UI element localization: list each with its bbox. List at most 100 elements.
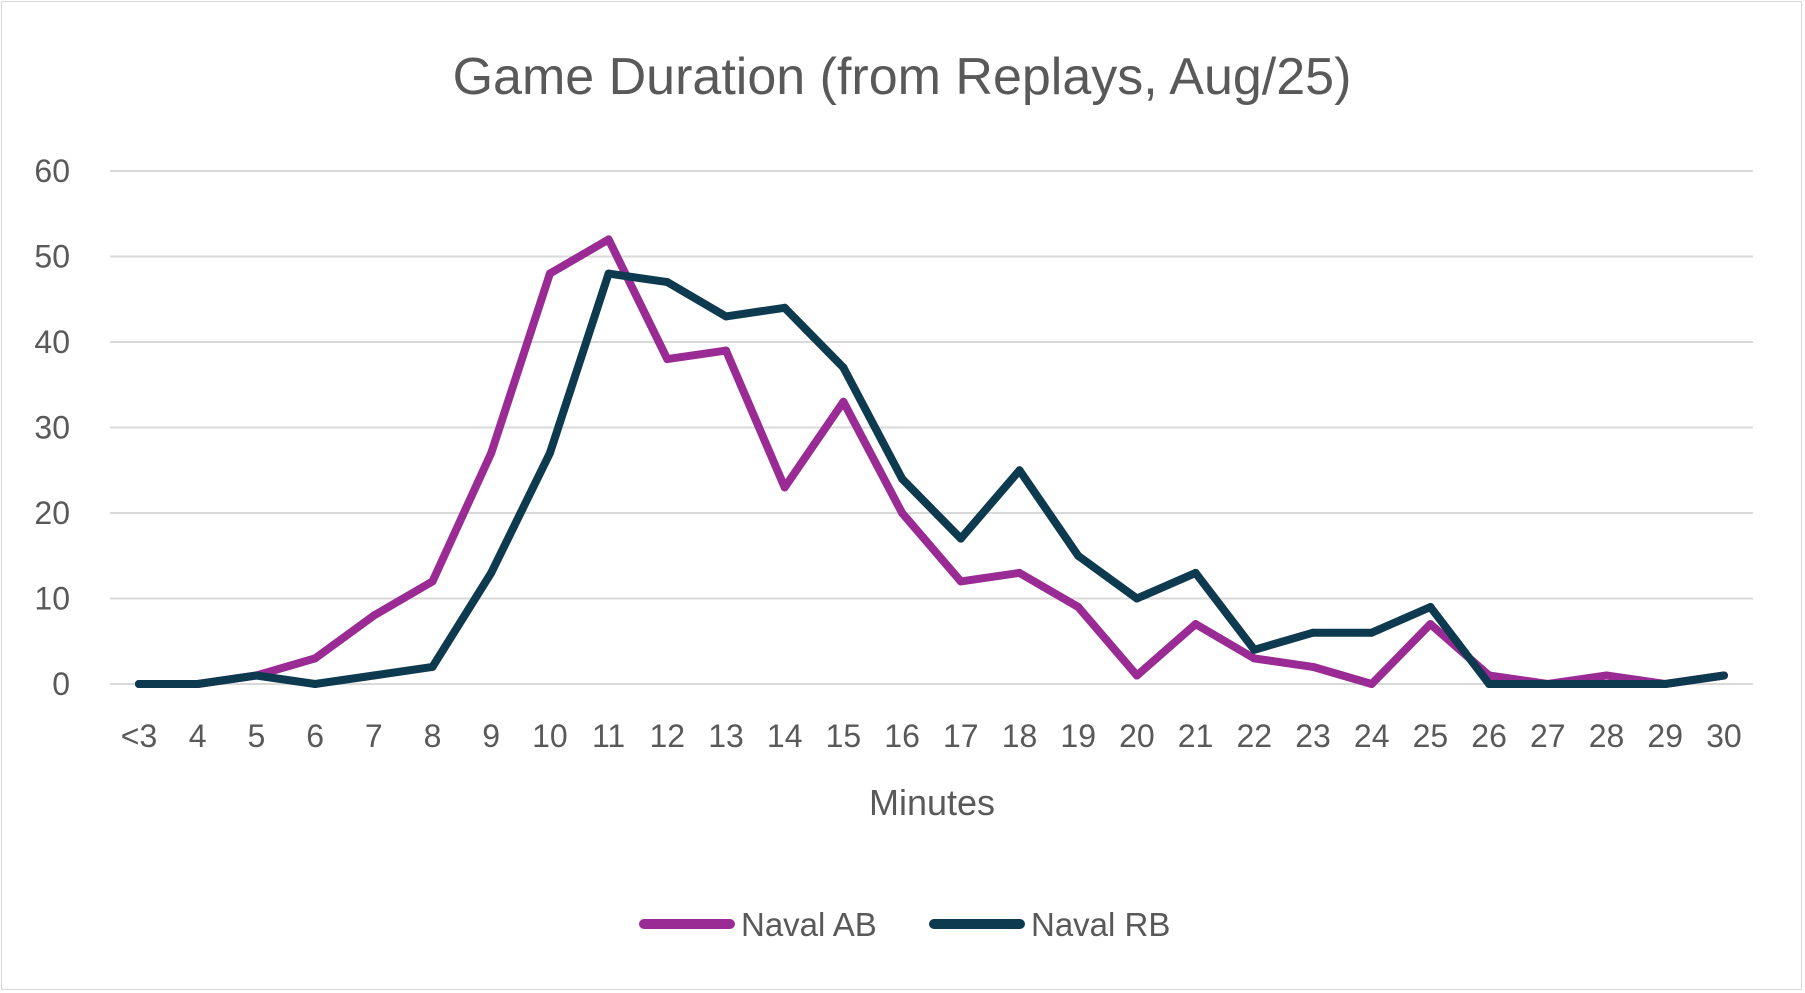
- data-point: [839, 397, 848, 406]
- data-point: [193, 680, 202, 688]
- data-point: [604, 269, 613, 278]
- data-point: [839, 363, 848, 372]
- y-tick-label: 20: [34, 495, 70, 531]
- data-point: [663, 278, 672, 287]
- data-point: [1309, 662, 1317, 671]
- data-point: [1132, 671, 1141, 680]
- data-point: [1426, 603, 1435, 611]
- data-point: [1074, 603, 1083, 611]
- x-tick-label: 5: [248, 718, 266, 754]
- data-point: [1074, 551, 1083, 560]
- x-tick-label: 26: [1471, 718, 1507, 754]
- data-point: [1309, 628, 1317, 637]
- series-1: [135, 235, 1728, 688]
- data-point: [1191, 568, 1200, 577]
- legend: Naval AB Naval RB: [639, 906, 1170, 943]
- x-tick-label: 20: [1119, 718, 1155, 754]
- y-tick-label: 30: [34, 410, 70, 446]
- data-point: [604, 235, 613, 244]
- legend-label: Naval AB: [741, 906, 877, 943]
- data-point: [722, 312, 730, 321]
- data-point: [311, 680, 320, 688]
- data-point: [1015, 568, 1024, 577]
- x-tick-label: 17: [943, 718, 979, 754]
- y-tick-label: 10: [34, 581, 70, 617]
- data-point: [780, 303, 789, 312]
- x-tick-label: 18: [1002, 718, 1038, 754]
- data-point: [1132, 594, 1141, 603]
- x-tick-label: 8: [424, 718, 442, 754]
- data-point: [1543, 680, 1552, 688]
- data-point: [780, 483, 789, 492]
- data-point: [956, 577, 965, 586]
- x-tick-label: 23: [1295, 718, 1331, 754]
- x-tick-label: 19: [1060, 718, 1096, 754]
- x-tick-label: 11: [592, 718, 625, 754]
- data-point: [1250, 645, 1259, 654]
- x-tick-label: 16: [884, 718, 920, 754]
- x-tick-label: 22: [1237, 718, 1273, 754]
- data-point: [545, 269, 554, 278]
- data-point: [1719, 671, 1728, 680]
- x-tick-label: 10: [532, 718, 568, 754]
- data-point: [1661, 680, 1670, 688]
- x-tick-label: 15: [826, 718, 862, 754]
- data-point: [722, 346, 730, 355]
- x-axis-tick-labels: <3 4 5 6 7 8 9 10 11 12 13 14 15 16 17 18 19 20 21 22 23 24 25…: [121, 718, 1742, 754]
- data-point: [1602, 680, 1611, 688]
- legend-item: Naval RB: [929, 906, 1170, 943]
- x-tick-label: 12: [650, 718, 686, 754]
- y-tick-label: 0: [52, 666, 70, 702]
- data-point: [487, 568, 496, 577]
- data-point: [428, 662, 437, 671]
- x-tick-label: <3: [121, 718, 157, 754]
- x-tick-label: 24: [1354, 718, 1390, 754]
- x-tick-label: 13: [708, 718, 744, 754]
- data-point: [1191, 620, 1200, 629]
- data-point: [1426, 620, 1435, 629]
- x-tick-label: 28: [1589, 718, 1625, 754]
- data-point: [956, 534, 965, 543]
- x-tick-label: 6: [306, 718, 324, 754]
- data-point: [487, 449, 496, 458]
- data-point: [311, 654, 320, 663]
- x-tick-label: 7: [365, 718, 383, 754]
- data-point: [369, 671, 378, 680]
- legend-label: Naval RB: [1031, 906, 1170, 943]
- data-point: [1602, 671, 1611, 680]
- plot-area: [135, 235, 1728, 688]
- data-point: [1015, 466, 1024, 475]
- data-point: [252, 671, 261, 680]
- x-tick-label: 30: [1706, 718, 1742, 754]
- y-tick-label: 60: [34, 153, 70, 189]
- series-line: [135, 269, 1728, 688]
- data-point: [428, 577, 437, 586]
- data-point: [663, 355, 672, 364]
- data-point: [1367, 628, 1376, 637]
- gridlines: [110, 170, 1753, 685]
- x-tick-label: 9: [482, 718, 500, 754]
- data-point: [1250, 654, 1259, 663]
- x-tick-label: 25: [1413, 718, 1449, 754]
- x-tick-label: 27: [1530, 718, 1566, 754]
- y-axis-tick-labels: 0 10 20 30 40 50 60: [34, 153, 70, 702]
- chart-title: Game Duration (from Replays, Aug/25): [453, 48, 1352, 106]
- data-point: [898, 474, 907, 483]
- data-point: [1485, 680, 1494, 688]
- x-tick-label: 29: [1647, 718, 1683, 754]
- x-tick-label: 14: [767, 718, 803, 754]
- series-2: [135, 269, 1728, 688]
- x-axis-title: Minutes: [869, 782, 995, 823]
- legend-item: Naval AB: [639, 906, 877, 943]
- x-tick-label: 4: [189, 718, 207, 754]
- y-tick-label: 40: [34, 324, 70, 360]
- data-point: [1367, 680, 1376, 688]
- y-tick-label: 50: [34, 239, 70, 275]
- x-tick-label: 21: [1178, 718, 1214, 754]
- data-point: [369, 611, 378, 620]
- data-point: [135, 680, 143, 688]
- data-point: [898, 509, 907, 517]
- data-point: [545, 449, 554, 458]
